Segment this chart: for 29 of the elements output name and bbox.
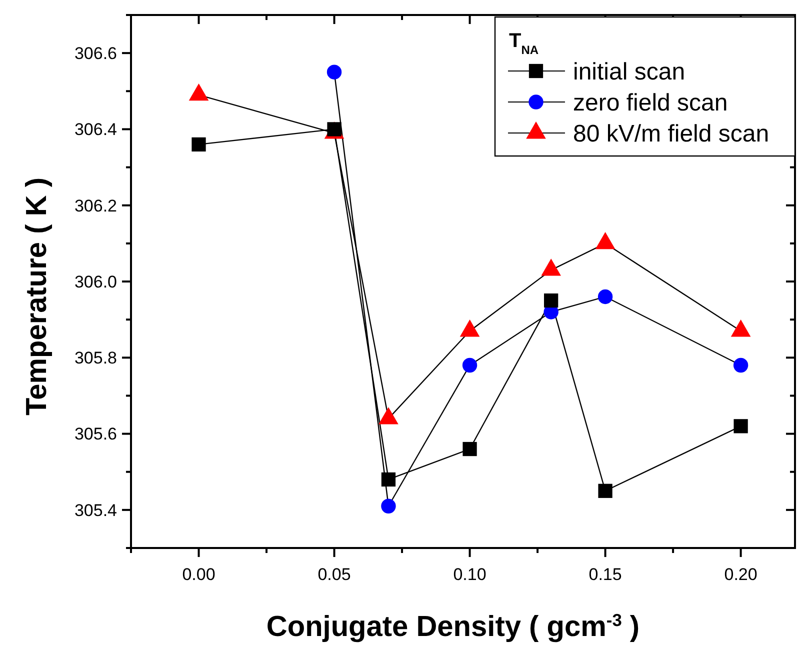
y-tick-label: 305.4 [74, 500, 117, 520]
x-tick-label: 0.00 [182, 565, 216, 584]
point [192, 137, 206, 152]
legend-label: initial scan [573, 58, 686, 86]
legend-label: zero field scan [573, 89, 728, 116]
y-tick-label: 306.4 [74, 120, 117, 140]
point [598, 484, 612, 498]
y-tick-label: 306.2 [74, 196, 117, 216]
legend-label: 80 kV/m field scan [573, 120, 770, 148]
y-tick-label: 306.0 [74, 272, 117, 292]
x-tick-label: 0.15 [588, 565, 622, 584]
y-tick-label: 305.8 [74, 348, 117, 368]
x-tick-label: 0.05 [318, 565, 351, 584]
point [734, 419, 748, 434]
point [462, 358, 478, 373]
point [381, 498, 396, 514]
point [462, 442, 477, 456]
y-axis-title: Temperature ( K ) [21, 178, 53, 416]
point [598, 289, 613, 304]
x-tick-label: 0.20 [724, 565, 758, 584]
y-tick-label: 306.6 [74, 44, 117, 64]
y-tick-label: 305.6 [74, 424, 117, 444]
point [326, 64, 342, 80]
point [733, 358, 748, 373]
point [381, 472, 396, 487]
legend-title: T$_{NA}$ [509, 30, 539, 57]
point [544, 293, 558, 308]
x-axis-title: Conjugate Density ( gcm$^{-3}$ ) [266, 610, 640, 643]
x-tick-label: 0.10 [453, 565, 486, 584]
